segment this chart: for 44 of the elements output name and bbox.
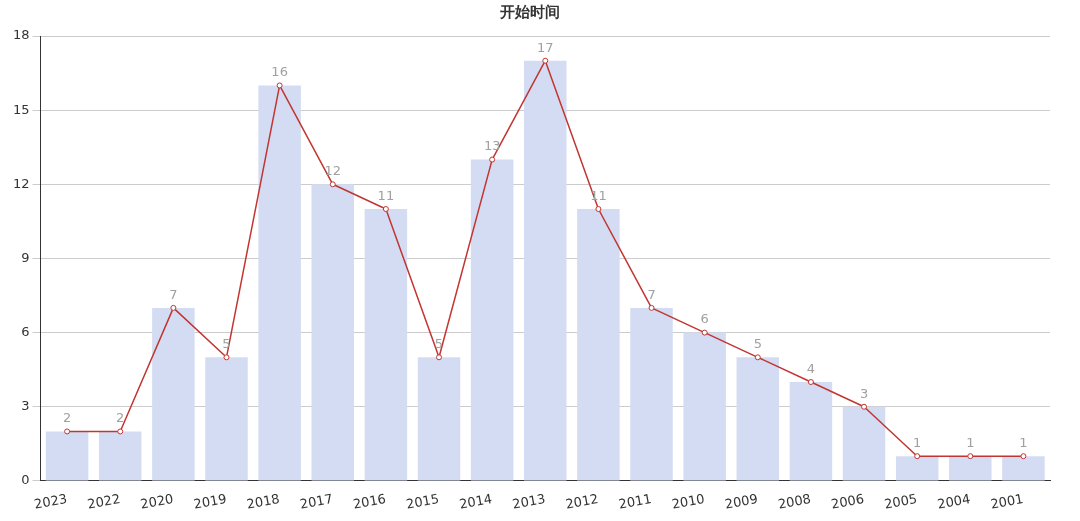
y-tick-label: 3: [21, 398, 30, 414]
x-tick-label: 2005: [883, 491, 919, 512]
x-tick-label: 2011: [617, 491, 653, 512]
x-tick-label: 2019: [192, 491, 228, 512]
data-label: 1: [1019, 435, 1028, 451]
y-tick-label: 0: [21, 472, 30, 488]
x-tick-label: 2016: [351, 491, 387, 512]
data-label: 13: [483, 138, 501, 154]
data-label: 2: [116, 410, 125, 426]
data-label: 7: [169, 286, 178, 302]
data-label: 11: [377, 187, 395, 203]
x-tick-label: 2014: [458, 491, 494, 512]
x-tick-label: 2018: [245, 491, 281, 512]
data-label: 12: [324, 163, 342, 179]
data-label: 6: [700, 311, 709, 327]
data-label: 16: [271, 64, 288, 80]
x-tick-label: 2006: [829, 491, 866, 512]
data-label: 4: [806, 360, 816, 376]
data-label: 2: [62, 410, 72, 426]
y-tick-label: 18: [13, 27, 30, 43]
data-label: 1: [966, 435, 975, 451]
y-tick-label: 9: [21, 249, 30, 265]
data-label: 1: [913, 435, 922, 451]
data-label: 5: [753, 336, 762, 352]
y-tick-label: 15: [13, 101, 30, 117]
x-tick-label: 2001: [989, 491, 1025, 512]
data-label: 17: [537, 39, 554, 55]
x-tick-label: 2013: [511, 491, 547, 512]
x-tick-label: 2023: [33, 491, 69, 512]
x-tick-label: 2020: [139, 491, 175, 512]
x-tick-label: 2022: [86, 491, 122, 512]
x-tick-label: 2017: [298, 491, 334, 512]
x-tick-label: 2008: [776, 491, 813, 512]
x-tick-label: 2004: [936, 491, 972, 512]
x-tick-label: 2015: [404, 491, 441, 512]
y-tick-label: 12: [13, 175, 30, 191]
chart-title: 开始时间: [499, 2, 560, 21]
y-tick-label: 6: [21, 323, 30, 339]
data-label: 3: [859, 385, 869, 401]
x-tick-label: 2010: [670, 491, 706, 512]
data-label: 5: [434, 336, 444, 352]
x-tick-label: 2012: [564, 491, 600, 512]
x-tick-label: 2009: [723, 491, 759, 512]
data-label: 7: [647, 286, 656, 302]
